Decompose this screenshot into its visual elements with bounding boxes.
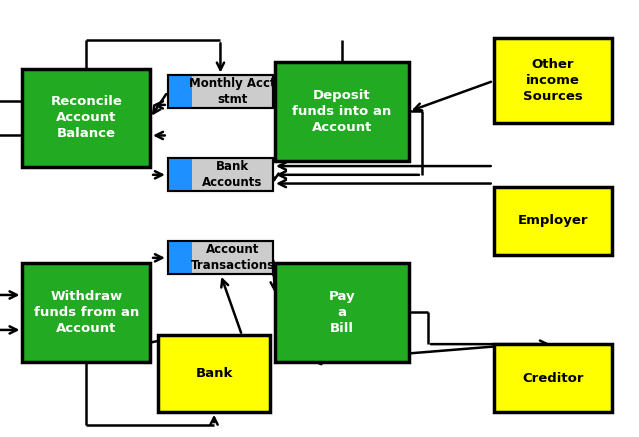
Text: Pay
a
Bill: Pay a Bill	[328, 290, 355, 335]
Text: Bank
Accounts: Bank Accounts	[203, 160, 263, 189]
FancyBboxPatch shape	[167, 241, 192, 274]
Text: Other
income
Sources: Other income Sources	[523, 59, 583, 103]
Text: Creditor: Creditor	[522, 371, 583, 385]
Text: Deposit
funds into an
Account: Deposit funds into an Account	[292, 89, 392, 134]
Text: Account
Transactions: Account Transactions	[190, 243, 275, 272]
Text: Bank: Bank	[196, 367, 233, 380]
FancyBboxPatch shape	[22, 69, 150, 167]
FancyBboxPatch shape	[167, 159, 273, 191]
FancyBboxPatch shape	[167, 75, 192, 108]
FancyBboxPatch shape	[167, 159, 192, 191]
Text: Withdraw
funds from an
Account: Withdraw funds from an Account	[34, 290, 139, 335]
FancyBboxPatch shape	[167, 75, 273, 108]
FancyBboxPatch shape	[493, 344, 612, 412]
FancyBboxPatch shape	[167, 241, 273, 274]
FancyBboxPatch shape	[275, 62, 409, 161]
Text: Monthly Acct
stmt: Monthly Acct stmt	[189, 77, 276, 106]
FancyBboxPatch shape	[158, 336, 270, 412]
Text: Reconcile
Account
Balance: Reconcile Account Balance	[50, 96, 122, 140]
FancyBboxPatch shape	[275, 263, 409, 362]
Text: Employer: Employer	[518, 214, 588, 227]
FancyBboxPatch shape	[22, 263, 150, 362]
FancyBboxPatch shape	[493, 38, 612, 124]
FancyBboxPatch shape	[493, 187, 612, 254]
